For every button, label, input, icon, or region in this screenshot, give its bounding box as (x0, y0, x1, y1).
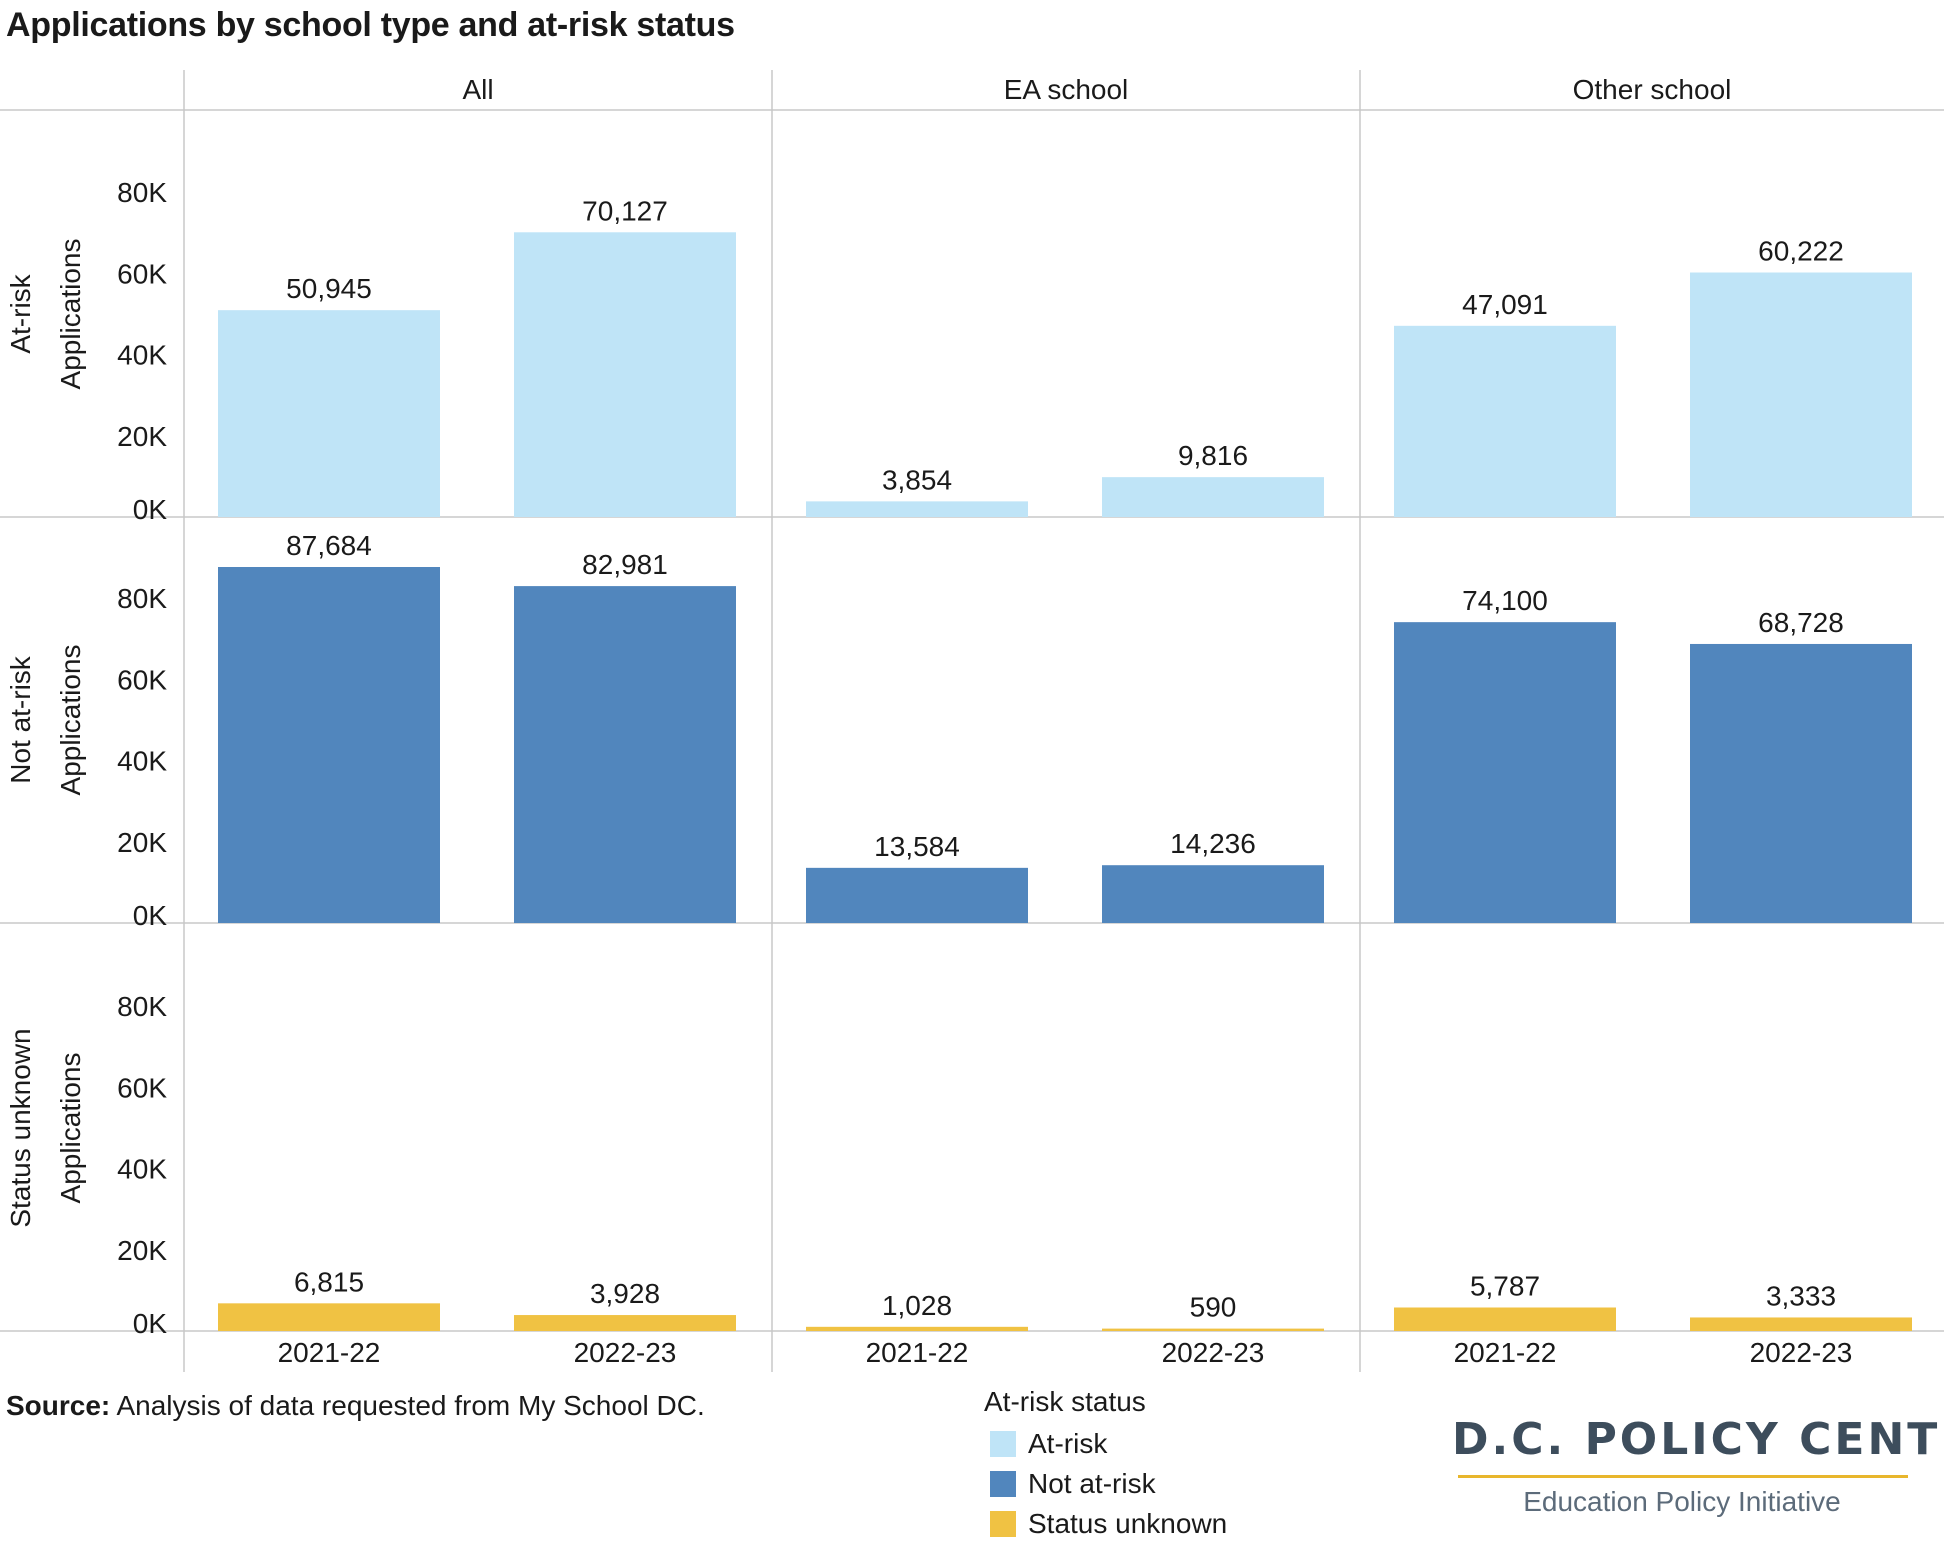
legend-swatch-not-at-risk (990, 1471, 1016, 1497)
x-tick-all-2022-23: 2022-23 (574, 1337, 677, 1368)
data-label-not-at-risk-ea-school-2021-22: 13,584 (874, 831, 960, 862)
y-tick-row-1-40K: 40K (117, 746, 167, 777)
legend-swatch-at-risk (990, 1431, 1016, 1457)
bar-status-unknown-ea-school-2021-22 (806, 1326, 1028, 1331)
source-prefix: Source: (6, 1390, 111, 1421)
data-label-status-unknown-ea-school-2021-22: 1,028 (882, 1290, 952, 1321)
data-label-status-unknown-other-school-2021-22: 5,787 (1470, 1271, 1540, 1302)
data-label-not-at-risk-ea-school-2022-23: 14,236 (1170, 828, 1256, 859)
data-label-status-unknown-all-2021-22: 6,815 (294, 1266, 364, 1297)
bar-not-at-risk-other-school-2021-22 (1394, 622, 1616, 923)
y-tick-row-2-20K: 20K (117, 1235, 167, 1266)
bar-at-risk-ea-school-2022-23 (1102, 477, 1324, 517)
data-label-not-at-risk-other-school-2021-22: 74,100 (1462, 585, 1548, 616)
y-axis-label-row-0: Applications (55, 239, 86, 390)
column-header-all: All (462, 74, 493, 105)
bar-status-unknown-other-school-2021-22 (1394, 1307, 1616, 1331)
legend: At-risk status At-risk Not at-risk Statu… (984, 1386, 1227, 1544)
data-label-at-risk-ea-school-2021-22: 3,854 (882, 464, 952, 495)
source-note: Source: Analysis of data requested from … (6, 1390, 705, 1422)
bar-status-unknown-ea-school-2022-23 (1102, 1328, 1324, 1331)
bars (218, 232, 1912, 1331)
y-tick-row-1-0K: 0K (133, 900, 168, 931)
y-tick-row-2-60K: 60K (117, 1072, 167, 1103)
x-tick-other-school-2022-23: 2022-23 (1750, 1337, 1853, 1368)
bar-at-risk-all-2022-23 (514, 232, 736, 518)
column-header-other-school: Other school (1573, 74, 1732, 105)
data-label-at-risk-other-school-2021-22: 47,091 (1462, 289, 1548, 320)
y-tick-row-0-0K: 0K (133, 494, 168, 525)
data-label-not-at-risk-all-2022-23: 82,981 (582, 549, 668, 580)
y-tick-row-0-40K: 40K (117, 340, 167, 371)
y-tick-row-1-20K: 20K (117, 827, 167, 858)
legend-item-not-at-risk: Not at-risk (990, 1464, 1227, 1504)
bar-at-risk-ea-school-2021-22 (806, 501, 1028, 517)
y-tick-row-2-80K: 80K (117, 991, 167, 1022)
data-label-at-risk-all-2022-23: 70,127 (582, 195, 668, 226)
labels: All EA school Other school At-risk Applicati… (5, 74, 1852, 1368)
y-tick-row-0-20K: 20K (117, 421, 167, 452)
y-tick-row-1-80K: 80K (117, 583, 167, 614)
bar-at-risk-other-school-2021-22 (1394, 325, 1616, 517)
x-tick-other-school-2021-22: 2021-22 (1454, 1337, 1557, 1368)
faceted-bar-chart: All EA school Other school At-risk Applicati… (0, 70, 1944, 1372)
row-label-status-unknown: Status unknown (5, 1028, 36, 1227)
bar-status-unknown-all-2022-23 (514, 1315, 736, 1331)
data-label-at-risk-other-school-2022-23: 60,222 (1758, 235, 1844, 266)
bar-not-at-risk-other-school-2022-23 (1690, 643, 1912, 923)
bar-not-at-risk-all-2021-22 (218, 567, 440, 923)
chart-title: Applications by school type and at-risk … (6, 6, 735, 44)
dc-policy-center-logo: D.C. POLICY CENTER Education Policy Init… (1452, 1414, 1944, 1518)
legend-title: At-risk status (984, 1386, 1146, 1417)
legend-label-at-risk: At-risk (1028, 1428, 1108, 1459)
source-text: Analysis of data requested from My Schoo… (110, 1390, 705, 1421)
data-label-at-risk-all-2021-22: 50,945 (286, 273, 372, 304)
y-axis-label-row-2: Applications (55, 1053, 86, 1204)
data-label-status-unknown-ea-school-2022-23: 590 (1190, 1292, 1237, 1323)
data-label-status-unknown-other-school-2022-23: 3,333 (1766, 1280, 1836, 1311)
row-label-at-risk: At-risk (5, 273, 36, 353)
legend-label-not-at-risk: Not at-risk (1028, 1468, 1156, 1499)
bar-status-unknown-all-2021-22 (218, 1303, 440, 1331)
x-tick-all-2021-22: 2021-22 (278, 1337, 381, 1368)
data-label-not-at-risk-other-school-2022-23: 68,728 (1758, 607, 1844, 638)
data-label-at-risk-ea-school-2022-23: 9,816 (1178, 440, 1248, 471)
data-label-status-unknown-all-2022-23: 3,928 (590, 1278, 660, 1309)
legend-label-status-unknown: Status unknown (1028, 1508, 1228, 1539)
bar-not-at-risk-all-2022-23 (514, 586, 736, 923)
y-tick-row-0-60K: 60K (117, 258, 167, 289)
x-tick-ea-school-2021-22: 2021-22 (866, 1337, 969, 1368)
data-label-not-at-risk-all-2021-22: 87,684 (286, 530, 372, 561)
y-tick-row-2-0K: 0K (133, 1308, 168, 1339)
bar-at-risk-other-school-2022-23 (1690, 272, 1912, 517)
bar-not-at-risk-ea-school-2022-23 (1102, 865, 1324, 923)
legend-item-status-unknown: Status unknown (990, 1504, 1227, 1544)
bar-not-at-risk-ea-school-2021-22 (806, 867, 1028, 923)
column-header-ea-school: EA school (1004, 74, 1129, 105)
y-tick-row-0-80K: 80K (117, 177, 167, 208)
legend-swatch-status-unknown (990, 1511, 1016, 1537)
logo-subtitle: Education Policy Initiative (1523, 1486, 1841, 1517)
legend-item-at-risk: At-risk (990, 1424, 1227, 1464)
logo-rule (1458, 1475, 1908, 1478)
bar-status-unknown-other-school-2022-23 (1690, 1317, 1912, 1331)
logo-wordmark: D.C. POLICY CENTER (1452, 1414, 1944, 1465)
x-tick-ea-school-2022-23: 2022-23 (1162, 1337, 1265, 1368)
row-label-not-at-risk: Not at-risk (5, 655, 36, 784)
bar-at-risk-all-2021-22 (218, 310, 440, 517)
y-tick-row-2-40K: 40K (117, 1154, 167, 1185)
y-tick-row-1-60K: 60K (117, 664, 167, 695)
y-axis-label-row-1: Applications (55, 645, 86, 796)
